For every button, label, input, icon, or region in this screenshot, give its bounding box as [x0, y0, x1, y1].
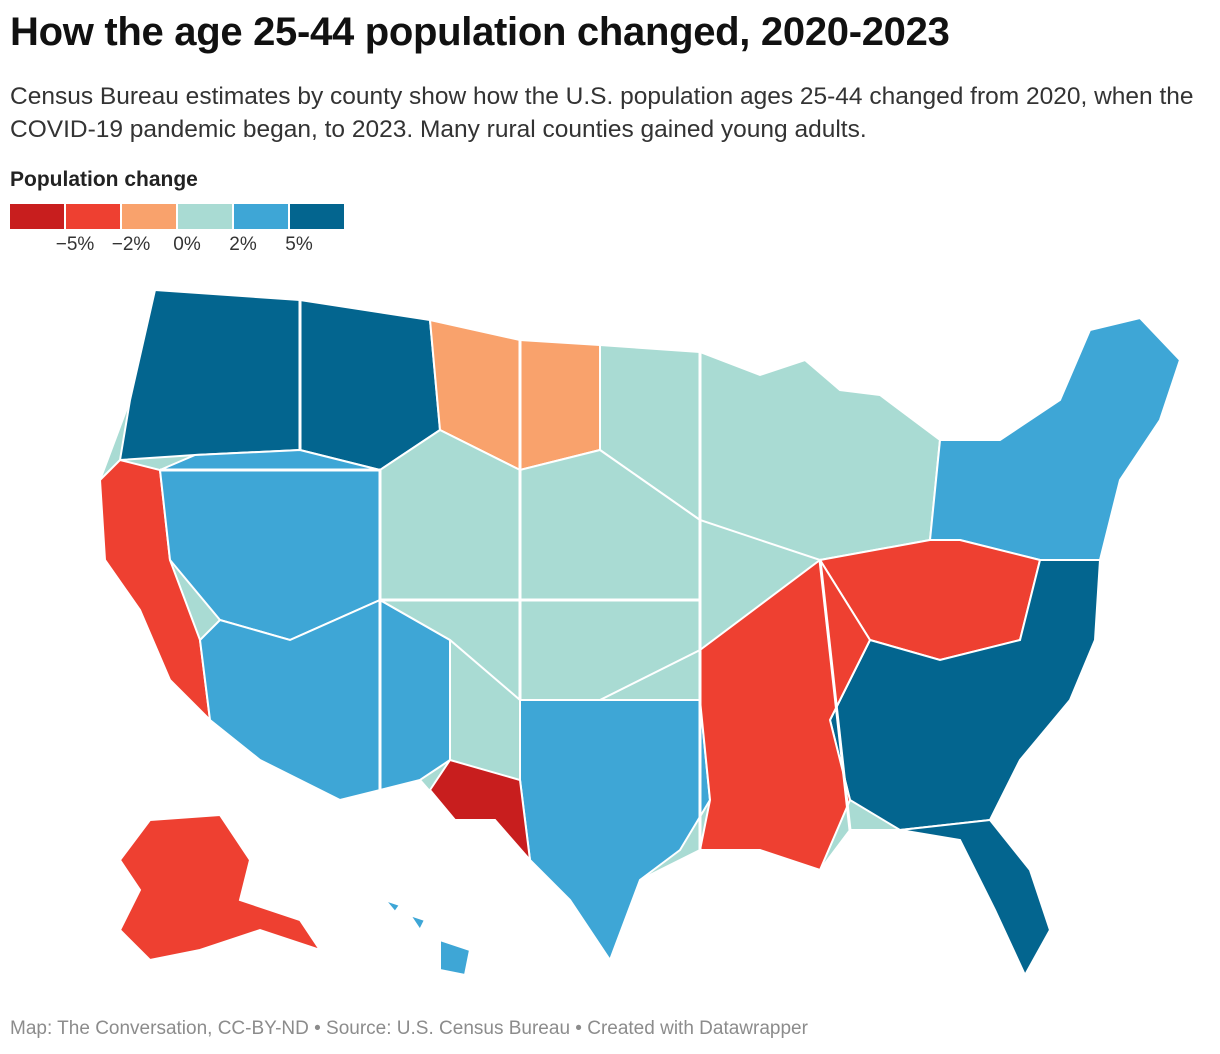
region-hawaii [381, 897, 472, 977]
legend-swatch [234, 204, 288, 229]
legend-color-scale [10, 204, 346, 229]
legend-swatch [122, 204, 176, 229]
region-texas [519, 699, 712, 963]
legend-swatch [178, 204, 232, 229]
region-pacific-northwest [118, 288, 301, 462]
region-northeast [928, 316, 1182, 561]
region-alaska [118, 813, 323, 962]
county-choropleth-map [98, 288, 1182, 978]
legend-tick: −2% [111, 234, 151, 255]
region-florida [899, 818, 1052, 978]
legend-tick: 0% [173, 234, 201, 255]
legend-swatch [10, 204, 64, 229]
region-southwest [198, 598, 451, 802]
legend-tick: 2% [229, 234, 257, 255]
chart-subtitle: Census Bureau estimates by county show h… [10, 83, 1194, 143]
legend-swatch [66, 204, 120, 229]
legend-title: Population change [10, 168, 198, 191]
legend-tick: −5% [55, 234, 95, 255]
legend-ticks: −5% −2% 0% 2% 5% [10, 234, 350, 260]
legend-swatch [290, 204, 344, 229]
region-west-texas [428, 758, 532, 864]
footer-credits: Map: The Conversation, CC-BY-ND • Source… [10, 1018, 808, 1039]
legend-tick: 5% [285, 234, 313, 255]
chart-title: How the age 25-44 population changed, 20… [10, 10, 950, 54]
state-borders [160, 300, 852, 850]
